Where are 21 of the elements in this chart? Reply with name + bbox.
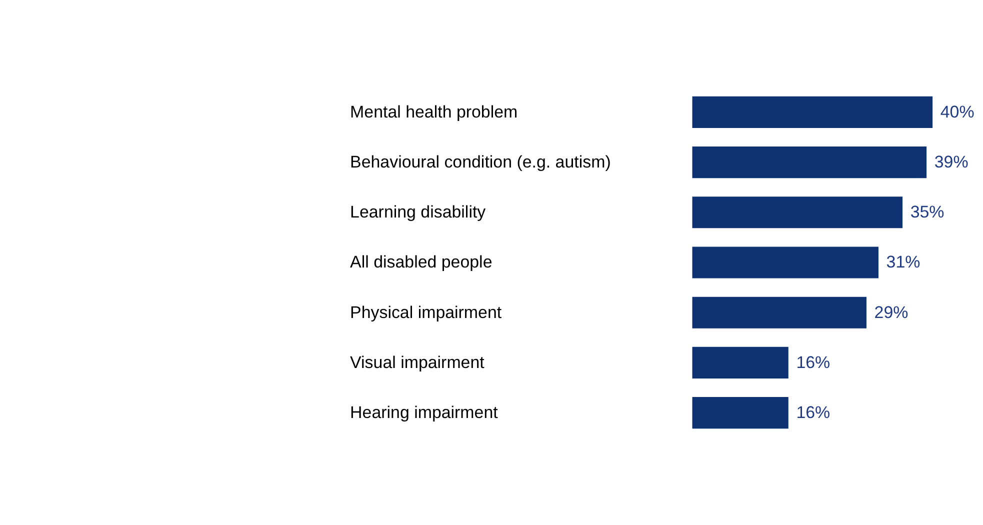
y-tick-label: Hearing impairment xyxy=(350,403,498,422)
y-tick-label: Behavioural condition (e.g. autism) xyxy=(350,152,611,172)
bar xyxy=(692,296,866,328)
bar xyxy=(692,346,788,378)
data-label: 35% xyxy=(910,202,944,222)
bar xyxy=(692,96,933,128)
y-tick-label: Learning disability xyxy=(350,202,486,222)
data-label: 39% xyxy=(934,152,968,172)
data-label: 31% xyxy=(886,252,920,272)
y-tick-label: All disabled people xyxy=(350,252,492,272)
y-tick-label: Visual impairment xyxy=(350,352,485,372)
bar xyxy=(692,146,927,178)
y-tick-label: Mental health problem xyxy=(350,102,518,122)
data-label: 40% xyxy=(940,102,974,122)
data-label: 29% xyxy=(874,302,908,322)
bar xyxy=(692,397,788,429)
bar xyxy=(692,246,878,278)
y-tick-label: Physical impairment xyxy=(350,302,502,322)
bar xyxy=(692,196,903,228)
data-label: 16% xyxy=(796,352,830,372)
data-label: 16% xyxy=(796,403,830,422)
